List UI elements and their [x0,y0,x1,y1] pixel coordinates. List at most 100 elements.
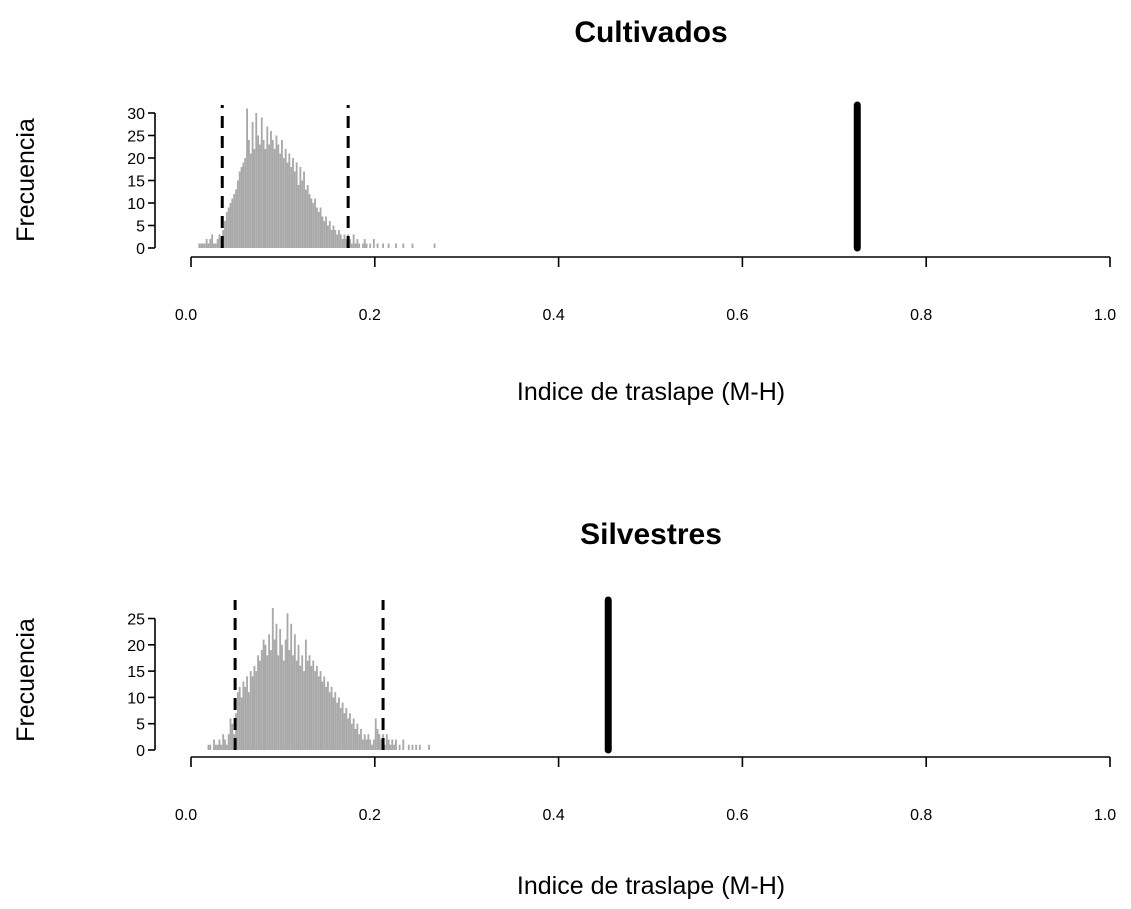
hist-bar [240,697,243,750]
hist-bar [249,671,252,750]
hist-bar [358,243,361,248]
hist-bar [363,239,366,248]
hist-bar [268,144,271,248]
hist-bar [385,734,388,750]
hist-bar [238,686,241,750]
hist-bar [314,198,316,248]
x-tick-label: 0.2 [359,307,381,324]
hist-bar [251,122,254,248]
hist-bar [356,239,359,248]
hist-bar [402,739,405,750]
hist-bar [380,739,383,750]
y-tick-label: 25 [127,129,145,146]
hist-bar [312,203,315,248]
hist-bar [282,158,285,248]
hist-bar [383,744,386,750]
hist-bar [332,697,335,750]
hist-bar [281,644,283,750]
hist-bar [341,239,344,248]
hist-bar [255,113,258,248]
hist-bar [301,655,304,750]
hist-bar [242,681,245,750]
hist-bar [343,713,346,750]
x-tick-label: 0.8 [910,807,932,824]
hist-bar [387,243,390,248]
hist-bar [246,108,248,248]
hist-bar [363,734,366,750]
hist-bar [271,608,274,750]
hist-bar [433,243,436,248]
hist-bar [334,692,337,750]
y-axis-title: Frecuencia [12,618,40,742]
hist-bar [282,660,285,750]
hist-bar [328,692,331,750]
hist-bar [354,243,357,248]
panel-silvestres: Silvestres Indice de traslape (M-H) Frec… [12,518,1116,900]
hist-bar [220,744,223,750]
hist-bar [295,162,298,248]
hist-bar [345,239,348,248]
hist-bar [229,203,232,248]
panel-title: Silvestres [580,518,722,551]
hist-bar [266,655,269,750]
hist-bar [330,686,333,750]
hist-bar [233,194,236,248]
y-tick-label: 0 [136,241,145,258]
hist-bar [321,216,324,248]
hist-bar [312,660,315,750]
hist-bar [273,639,276,750]
hist-bar [393,744,396,750]
hist-bar [310,198,313,248]
hist-bar [231,198,234,248]
hist-bar [240,167,243,248]
hist-bar [260,650,263,750]
hist-bar [207,744,210,750]
hist-bar [279,153,282,248]
hist-bar [369,243,372,248]
hist-bar [247,692,250,750]
hist-bar [207,243,210,248]
hist-bar [365,243,368,248]
hist-bar [308,194,311,248]
hist-bar [286,162,289,248]
hist-bar [395,739,397,750]
hist-bar [205,239,208,248]
hist-bar [229,718,232,750]
hist-bar [203,243,206,248]
hist-bar [339,707,342,750]
hist-bar [200,243,203,248]
hist-bar [303,671,305,750]
hist-bar [277,655,280,750]
hist-bar [428,744,430,750]
hist-bar [411,744,414,750]
hist-bar [323,676,326,750]
hist-bar [260,117,263,248]
hist-bar [244,158,247,248]
hist-bar [273,149,276,248]
y-tick-label: 25 [127,612,145,629]
hist-bar [350,723,353,750]
x-tick-label: 0.6 [726,307,748,324]
hist-bar [218,234,221,248]
hist-bar [244,686,247,750]
hist-bar [292,655,294,750]
hist-bar [319,671,322,750]
hist-bar [304,189,307,248]
hist-bar [345,707,348,750]
hist-bar [293,634,296,750]
hist-bar [374,718,377,750]
hist-bar [242,162,245,248]
hist-bar [336,234,339,248]
hist-bar [275,135,278,248]
x-tick-label: 1.0 [1094,307,1116,324]
y-tick-label: 5 [136,219,145,236]
hist-bar [299,167,302,248]
panel-title: Cultivados [574,16,727,49]
hist-bar [372,739,375,750]
y-tick-label: 20 [127,151,145,168]
hist-bar [290,167,293,248]
hist-bar [325,216,328,248]
hist-bar [290,623,293,750]
hist-bar [216,744,219,750]
